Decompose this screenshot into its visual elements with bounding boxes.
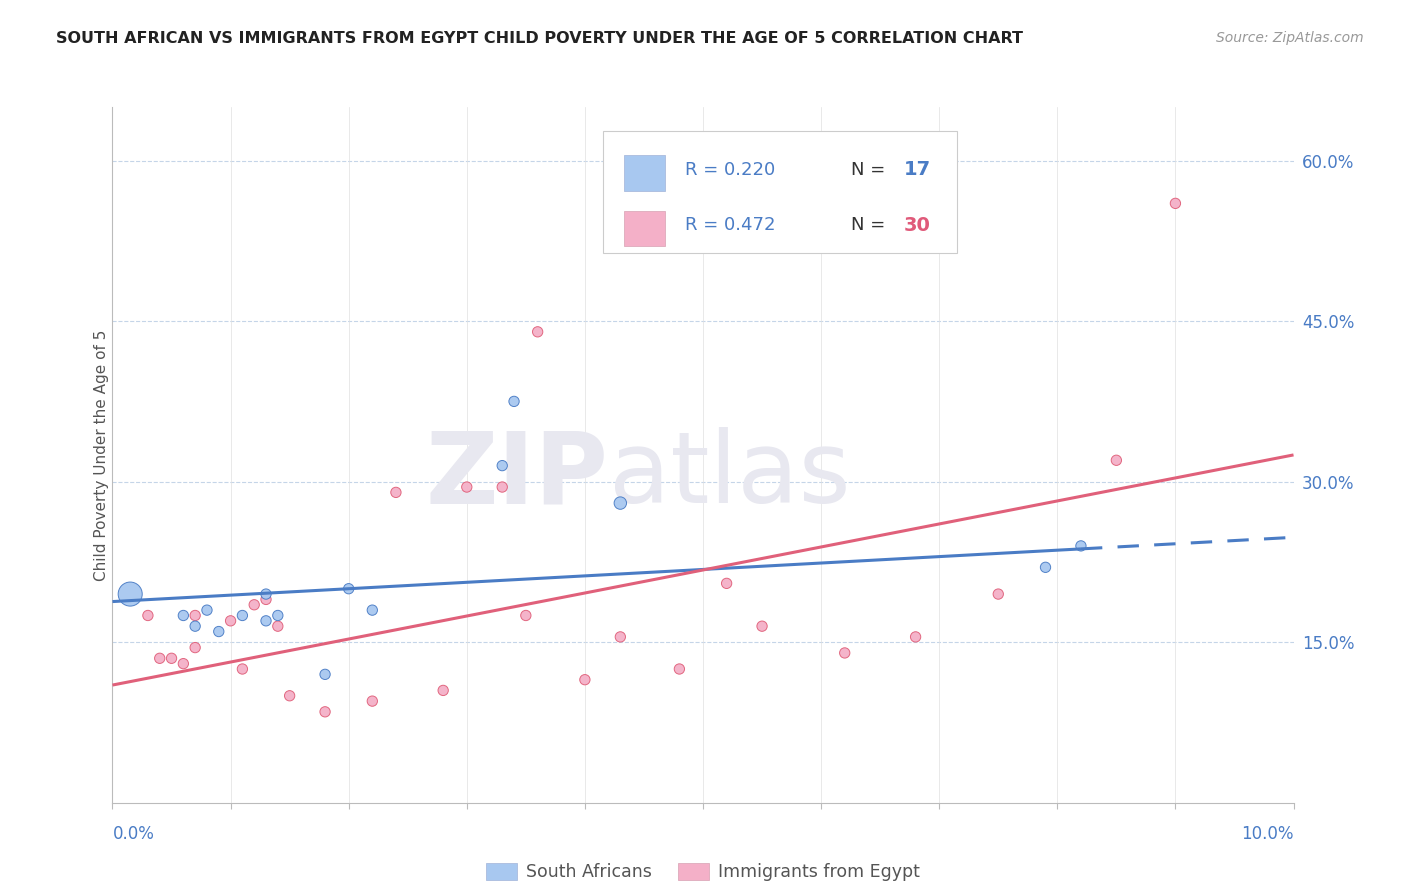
Point xyxy=(160,651,183,665)
Text: N =: N = xyxy=(851,217,890,235)
Text: R = 0.472: R = 0.472 xyxy=(685,217,776,235)
Point xyxy=(609,496,631,510)
Text: 10.0%: 10.0% xyxy=(1241,825,1294,843)
Point xyxy=(231,662,253,676)
Point xyxy=(503,394,526,409)
Point xyxy=(267,608,290,623)
Y-axis label: Child Poverty Under the Age of 5: Child Poverty Under the Age of 5 xyxy=(94,329,108,581)
Point xyxy=(314,667,336,681)
Point xyxy=(254,592,277,607)
Point xyxy=(314,705,336,719)
Point xyxy=(987,587,1010,601)
Text: 17: 17 xyxy=(904,161,931,179)
Point xyxy=(231,608,253,623)
Legend: South Africans, Immigrants from Egypt: South Africans, Immigrants from Egypt xyxy=(479,856,927,888)
Point xyxy=(456,480,478,494)
Point xyxy=(172,657,194,671)
Point xyxy=(491,458,513,473)
Bar xyxy=(624,211,665,246)
Point xyxy=(904,630,927,644)
Point xyxy=(184,608,207,623)
Text: ZIP: ZIP xyxy=(426,427,609,524)
Point xyxy=(515,608,537,623)
Point xyxy=(208,624,231,639)
Point xyxy=(716,576,738,591)
Text: atlas: atlas xyxy=(609,427,851,524)
Point xyxy=(136,608,159,623)
Point xyxy=(1105,453,1128,467)
Point xyxy=(432,683,454,698)
Point xyxy=(526,325,548,339)
Point xyxy=(267,619,290,633)
Point xyxy=(219,614,242,628)
Point xyxy=(184,619,207,633)
Point xyxy=(195,603,218,617)
Point xyxy=(149,651,172,665)
Point xyxy=(254,614,277,628)
Point xyxy=(1164,196,1187,211)
Text: SOUTH AFRICAN VS IMMIGRANTS FROM EGYPT CHILD POVERTY UNDER THE AGE OF 5 CORRELAT: SOUTH AFRICAN VS IMMIGRANTS FROM EGYPT C… xyxy=(56,31,1024,46)
Text: N =: N = xyxy=(851,161,890,178)
Point xyxy=(609,630,631,644)
Point xyxy=(243,598,266,612)
Point xyxy=(172,608,194,623)
Point xyxy=(120,587,142,601)
Point xyxy=(574,673,596,687)
Point xyxy=(278,689,301,703)
Point xyxy=(361,694,384,708)
Point xyxy=(668,662,690,676)
Point xyxy=(1035,560,1057,574)
Point xyxy=(491,480,513,494)
Point xyxy=(834,646,856,660)
Point xyxy=(184,640,207,655)
Text: 30: 30 xyxy=(904,216,931,235)
Bar xyxy=(624,155,665,191)
Text: Source: ZipAtlas.com: Source: ZipAtlas.com xyxy=(1216,31,1364,45)
Point xyxy=(254,587,277,601)
Text: R = 0.220: R = 0.220 xyxy=(685,161,776,178)
FancyBboxPatch shape xyxy=(603,131,957,253)
Point xyxy=(385,485,408,500)
Point xyxy=(337,582,360,596)
Point xyxy=(361,603,384,617)
Text: 0.0%: 0.0% xyxy=(112,825,155,843)
Point xyxy=(751,619,773,633)
Point xyxy=(1070,539,1092,553)
